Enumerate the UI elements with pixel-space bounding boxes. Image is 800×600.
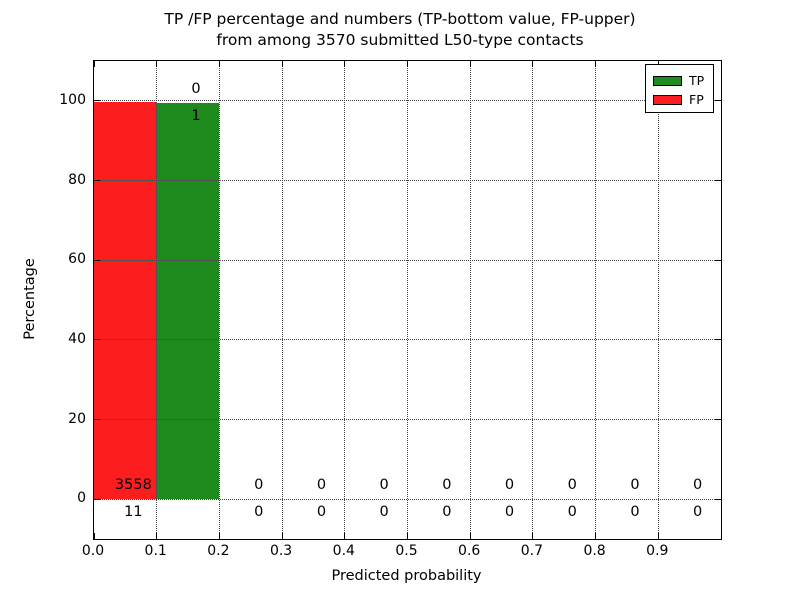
fp-count-label: 0 — [379, 477, 389, 494]
tp-count-label: 0 — [316, 504, 327, 521]
gridline-horizontal — [94, 259, 721, 261]
y-tick-mark-right — [715, 180, 721, 181]
gridline-horizontal — [94, 339, 721, 341]
tp-count-label: 0 — [379, 504, 389, 521]
x-tick-label: 0.1 — [144, 543, 167, 559]
tp-count-label: 1 — [191, 108, 201, 125]
y-tick-mark-left — [94, 419, 100, 420]
x-tick-mark-bottom — [344, 533, 346, 539]
chart-title-line2: from among 3570 submitted L50-type conta… — [216, 31, 584, 49]
x-tick-mark-top — [281, 61, 283, 67]
x-tick-mark-bottom — [657, 533, 659, 539]
gridline-vertical — [281, 61, 283, 539]
gridline-vertical — [532, 61, 534, 539]
y-axis-label: Percentage — [22, 258, 38, 340]
x-tick-mark-top — [156, 61, 158, 67]
y-tick-label: 40 — [68, 330, 86, 347]
fp-count-label: 0 — [567, 477, 577, 494]
x-tick-mark-bottom — [281, 533, 283, 539]
fp-count-label: 0 — [316, 477, 327, 494]
y-tick-mark-right — [715, 259, 721, 261]
legend-label-tp: TP — [689, 72, 705, 88]
x-tick-mark-top — [469, 61, 471, 67]
y-tick-mark-left — [94, 339, 100, 341]
y-tick-label: 0 — [77, 490, 86, 507]
x-tick-mark-top — [218, 61, 220, 67]
x-tick-label: 0.2 — [207, 543, 230, 559]
x-tick-mark-bottom — [595, 533, 597, 539]
x-tick-label: 0.8 — [583, 543, 606, 559]
x-tick-label: 0.7 — [520, 543, 544, 559]
legend-item-fp: FP — [646, 90, 713, 109]
fp-count-label: 0 — [442, 477, 452, 494]
y-tick-label: 100 — [59, 91, 86, 108]
y-tick-mark-right — [715, 100, 721, 102]
fp-count-label: 0 — [693, 477, 703, 494]
tp-count-label: 0 — [504, 504, 515, 521]
x-tick-label: 0.3 — [269, 543, 293, 559]
x-tick-label: 0.5 — [395, 543, 418, 559]
y-tick-mark-left — [94, 180, 100, 181]
gridline-vertical — [218, 61, 220, 539]
x-axis-label: Predicted probability — [331, 568, 482, 584]
gridline-vertical — [156, 61, 158, 539]
y-tick-mark-left — [94, 259, 100, 261]
x-tick-mark-top — [344, 61, 346, 67]
x-tick-mark-bottom — [93, 533, 95, 539]
chart-title-line1: TP /FP percentage and numbers (TP-bottom… — [164, 10, 636, 28]
gridline-vertical — [469, 61, 471, 539]
tp-count-label: 0 — [630, 504, 640, 521]
tp-count-label: 0 — [442, 504, 452, 521]
x-tick-mark-top — [93, 61, 95, 67]
tp-count-label: 0 — [254, 504, 264, 521]
y-tick-mark-left — [94, 100, 100, 102]
y-tick-mark-right — [715, 339, 721, 341]
gridline-vertical — [407, 61, 408, 539]
fp-count-label: 0 — [191, 81, 201, 98]
bar-fp — [94, 102, 157, 500]
x-tick-label: 0.9 — [646, 543, 669, 559]
y-tick-mark-right — [715, 498, 721, 500]
gridline-horizontal — [94, 100, 721, 102]
x-tick-mark-bottom — [469, 533, 471, 539]
bar-tp — [156, 103, 220, 500]
y-tick-label: 20 — [68, 410, 86, 427]
legend-label-fp: FP — [689, 91, 704, 107]
fp-count-label: 0 — [504, 477, 515, 494]
x-tick-mark-bottom — [407, 533, 408, 539]
legend-swatch-tp — [653, 75, 682, 86]
x-tick-mark-top — [407, 61, 408, 67]
y-tick-mark-left — [94, 498, 100, 500]
gridline-vertical — [344, 61, 346, 539]
gridline-vertical — [595, 61, 597, 539]
x-tick-mark-bottom — [218, 533, 220, 539]
gridline-horizontal — [94, 180, 721, 181]
x-tick-mark-bottom — [532, 533, 534, 539]
fp-count-label: 0 — [630, 477, 640, 494]
gridline-horizontal — [94, 498, 721, 500]
y-tick-label: 60 — [68, 251, 86, 268]
legend: TP FP — [645, 64, 714, 113]
tp-count-label: 11 — [124, 504, 143, 521]
x-tick-mark-top — [532, 61, 534, 67]
x-tick-label: 0.0 — [81, 543, 105, 559]
tp-count-label: 0 — [567, 504, 577, 521]
plot-area: 3558 11 0 1 0 0 0 0 0 0 0 0 0 0 0 0 0 0 0 0 — [93, 60, 722, 540]
x-tick-mark-top — [595, 61, 597, 67]
fp-count-label: 3558 — [114, 477, 152, 494]
gridline-vertical — [657, 61, 659, 539]
legend-swatch-fp — [653, 94, 682, 105]
x-tick-label: 0.4 — [332, 543, 355, 559]
x-tick-mark-bottom — [156, 533, 158, 539]
chart-title: TP /FP percentage and numbers (TP-bottom… — [0, 9, 800, 51]
y-tick-label: 80 — [68, 171, 86, 188]
legend-item-tp: TP — [646, 71, 713, 90]
gridline-horizontal — [94, 419, 721, 420]
x-tick-label: 0.6 — [458, 543, 481, 559]
fp-count-label: 0 — [254, 477, 264, 494]
y-tick-mark-right — [715, 419, 721, 420]
tp-count-label: 0 — [693, 504, 703, 521]
